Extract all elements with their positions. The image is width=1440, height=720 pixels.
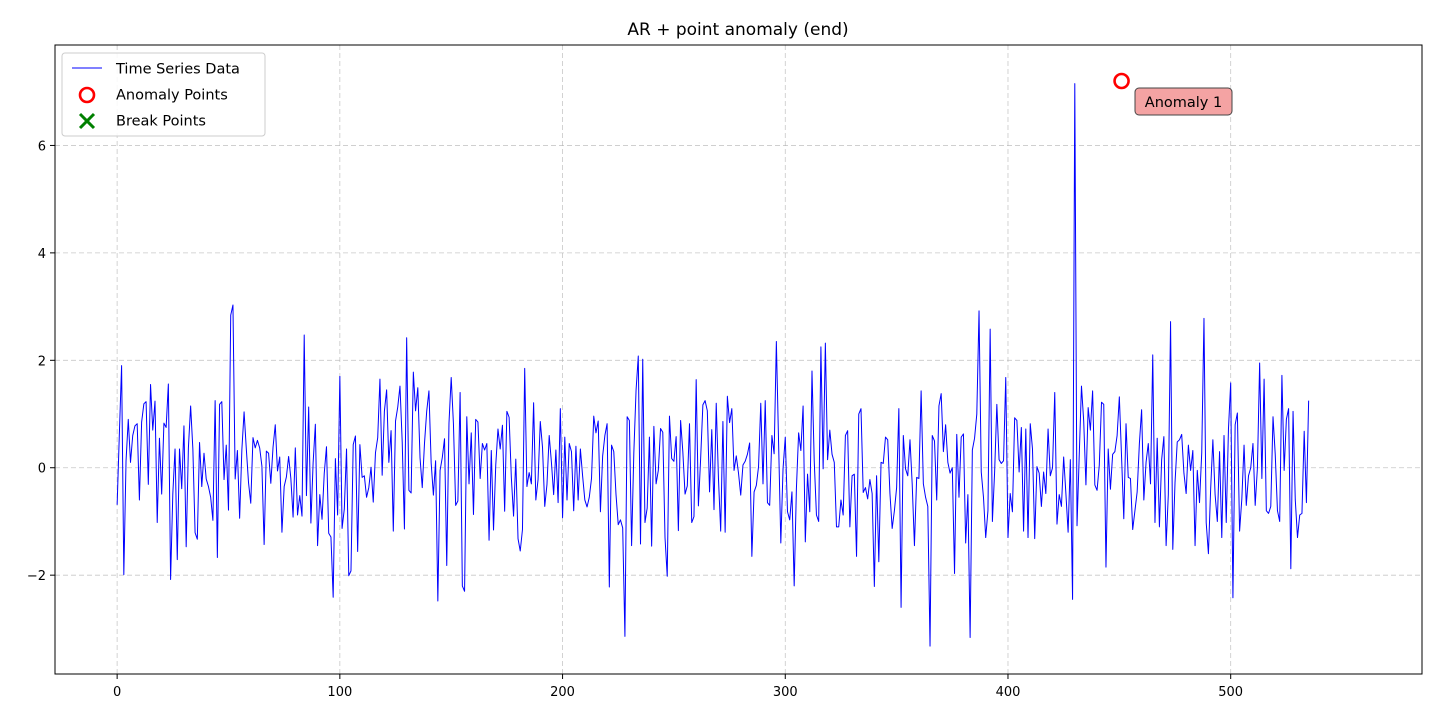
y-tick-label: 0 — [38, 462, 46, 477]
anomaly-annotation-label: Anomaly 1 — [1145, 95, 1222, 111]
legend: Time Series Data Anomaly Points Break Po… — [61, 52, 266, 137]
anomaly-annotation: Anomaly 1 — [1134, 87, 1233, 116]
legend-break-marker — [78, 112, 96, 130]
plot-series — [116, 83, 1310, 647]
grid — [55, 45, 1422, 674]
legend-label-break: Break Points — [116, 114, 206, 130]
x-tick-label: 200 — [550, 685, 575, 700]
y-tick-label: 4 — [38, 247, 46, 262]
y-tick-label: 6 — [38, 139, 46, 154]
axis-ticks: 0 100 200 300 400 500 −2 0 2 4 6 — [27, 139, 1243, 700]
x-tick-label: 100 — [327, 685, 352, 700]
x-tick-label: 300 — [773, 685, 798, 700]
x-tick-label: 400 — [996, 685, 1021, 700]
chart-title: AR + point anomaly (end) — [627, 20, 848, 40]
plot-frame — [54, 44, 1423, 675]
legend-anomaly-marker — [78, 86, 96, 104]
legend-label-series: Time Series Data — [115, 62, 240, 78]
anomaly-annotation-box — [1134, 87, 1233, 116]
y-tick-label: −2 — [27, 569, 46, 584]
anomaly-point — [1113, 72, 1130, 90]
x-tick-label: 500 — [1218, 685, 1243, 700]
legend-box — [61, 52, 266, 137]
time-series-line — [116, 83, 1310, 647]
y-tick-label: 2 — [38, 354, 46, 369]
x-tick-label: 0 — [113, 685, 121, 700]
anomaly-markers — [1113, 72, 1130, 90]
legend-label-anomaly: Anomaly Points — [116, 88, 228, 104]
